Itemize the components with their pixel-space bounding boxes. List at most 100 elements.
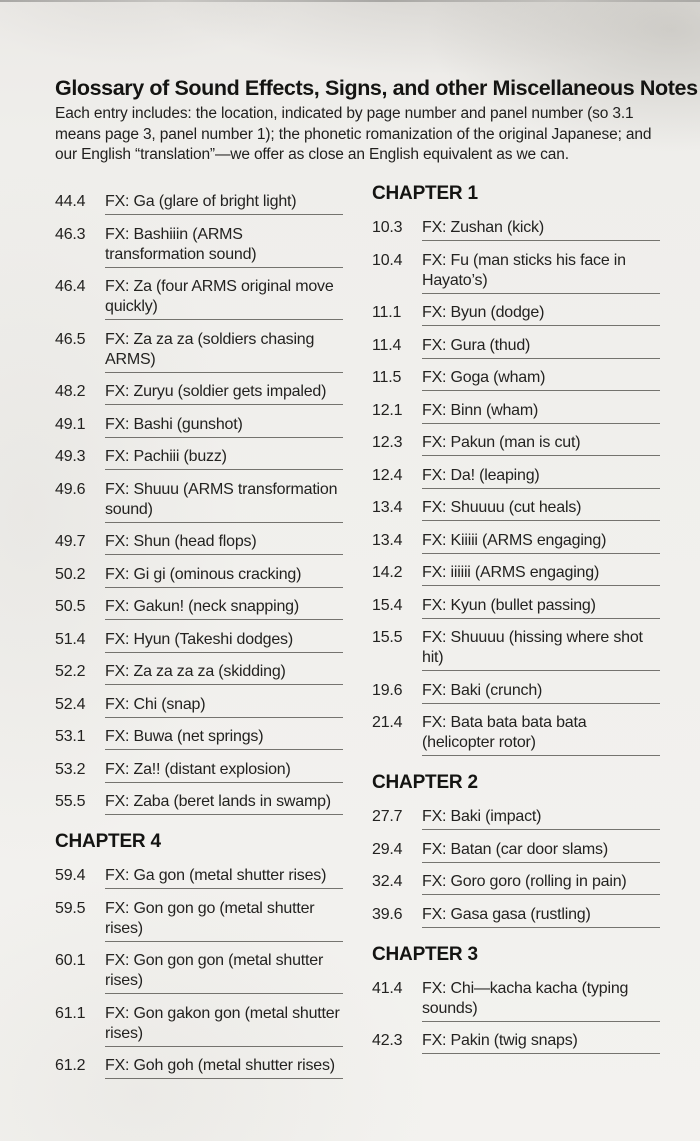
entry-row: 50.2 FX: Gi gi (ominous cracking) — [55, 565, 343, 588]
entry-fx: FX: Buwa (net springs) — [105, 727, 343, 750]
entry-location: 59.5 — [55, 899, 86, 917]
entry-location: 61.2 — [55, 1057, 86, 1074]
entry-fx: FX: Goga (wham) — [422, 368, 660, 391]
entry-fx: FX: Gura (thud) — [422, 336, 660, 359]
entry-row: 55.5 FX: Zaba (beret lands in swamp) — [55, 792, 343, 815]
entry-fx: FX: Bata bata bata bata (helicopter roto… — [422, 713, 660, 756]
entry-fx: FX: Baki (impact) — [422, 807, 660, 830]
entry-row: 44.4 FX: Ga (glare of bright light) — [55, 192, 343, 215]
entry-fx: FX: Gon gon go (metal shutter rises) — [105, 899, 343, 942]
entry-fx: FX: Batan (car door slams) — [422, 840, 660, 863]
entry-location: 53.1 — [55, 728, 86, 745]
entry-row: 48.2 FX: Zuryu (soldier gets impaled) — [55, 382, 343, 405]
entry-row: 50.5 FX: Gakun! (neck snapping) — [55, 597, 343, 620]
entry-location: 42.3 — [372, 1032, 403, 1049]
entry-fx: FX: Pakun (man is cut) — [422, 433, 660, 456]
entry-row: 27.7 FX: Baki (impact) — [372, 807, 660, 830]
entry-row: 29.4 FX: Batan (car door slams) — [372, 840, 660, 863]
entry-row: 15.4 FX: Kyun (bullet passing) — [372, 596, 660, 619]
entry-location: 32.4 — [372, 873, 403, 890]
entry-location: 55.5 — [55, 793, 86, 810]
entry-fx: FX: Fu (man sticks his face in Hayato’s) — [422, 251, 660, 294]
entry-fx: FX: Bashi (gunshot) — [105, 415, 343, 438]
entry-row: 13.4 FX: Kiiiii (ARMS engaging) — [372, 531, 660, 554]
entry-row: 39.6 FX: Gasa gasa (rustling) — [372, 905, 660, 928]
entry-row: 60.1 FX: Gon gon gon (metal shutter rises… — [55, 951, 343, 994]
entry-row: 52.4 FX: Chi (snap) — [55, 695, 343, 718]
entry-row: 12.4 FX: Da! (leaping) — [372, 466, 660, 489]
entry-fx: FX: Shuuuu (hissing where shot hit) — [422, 628, 660, 671]
entry-row: 49.6 FX: Shuuu (ARMS transformation sound… — [55, 480, 343, 523]
entry-row: 59.4 FX: Ga gon (metal shutter rises) — [55, 866, 343, 889]
entry-row: 49.1 FX: Bashi (gunshot) — [55, 415, 343, 438]
entry-location: 14.2 — [372, 564, 403, 581]
entry-fx: FX: Gi gi (ominous cracking) — [105, 565, 343, 588]
page-title: Glossary of Sound Effects, Signs, and ot… — [55, 76, 698, 100]
entry-fx: FX: Ga (glare of bright light) — [105, 192, 343, 215]
entry-fx: FX: Pachiii (buzz) — [105, 447, 343, 470]
entry-row: 11.5 FX: Goga (wham) — [372, 368, 660, 391]
entry-fx: FX: Zaba (beret lands in swamp) — [105, 792, 343, 815]
page-intro: Each entry includes: the location, indic… — [55, 105, 652, 163]
entry-row: 49.3 FX: Pachiii (buzz) — [55, 447, 343, 470]
entry-row: 42.3 FX: Pakin (twig snaps) — [372, 1031, 660, 1054]
entry-row: 11.4 FX: Gura (thud) — [372, 336, 660, 359]
entry-location: 11.4 — [372, 336, 402, 354]
entry-location: 49.3 — [55, 448, 86, 465]
entry-row: 11.1 FX: Byun (dodge) — [372, 303, 660, 326]
entry-fx: FX: Za za za za (skidding) — [105, 662, 343, 685]
entry-location: 49.1 — [55, 415, 86, 433]
entry-row: 46.3 FX: Bashiiin (ARMS transformation so… — [55, 225, 343, 268]
entry-location: 29.4 — [372, 840, 403, 858]
entry-fx: FX: Chi (snap) — [105, 695, 343, 718]
entry-fx: FX: Kyun (bullet passing) — [422, 596, 660, 619]
entry-fx: FX: Za!! (distant explosion) — [105, 760, 343, 783]
entry-location: 49.6 — [55, 480, 86, 498]
chapter-header: CHAPTER 4 — [55, 831, 161, 852]
entry-row: 59.5 FX: Gon gon go (metal shutter rises) — [55, 899, 343, 942]
entry-location: 12.3 — [372, 434, 403, 451]
entry-fx: FX: Goro goro (rolling in pain) — [422, 872, 660, 895]
entry-row: 10.3 FX: Zushan (kick) — [372, 218, 660, 241]
entry-fx: FX: Da! (leaping) — [422, 466, 660, 489]
entry-row: 14.2 FX: iiiiii (ARMS engaging) — [372, 563, 660, 586]
entry-location: 13.4 — [372, 531, 403, 549]
entry-row: 15.5 FX: Shuuuu (hissing where shot hit) — [372, 628, 660, 671]
entry-location: 48.2 — [55, 383, 86, 400]
entry-fx: FX: Pakin (twig snaps) — [422, 1031, 660, 1054]
entry-row: 61.2 FX: Goh goh (metal shutter rises) — [55, 1056, 343, 1079]
entry-location: 50.2 — [55, 565, 86, 583]
chapter-header: CHAPTER 2 — [372, 772, 478, 793]
entry-location: 10.4 — [372, 251, 403, 269]
entry-fx: FX: Baki (crunch) — [422, 681, 660, 704]
entry-row: 49.7 FX: Shun (head flops) — [55, 532, 343, 555]
glossary-right-column: CHAPTER 1 10.3 FX: Zushan (kick) 10.4 FX: Fu… — [372, 183, 660, 1064]
entry-row: 53.2 FX: Za!! (distant explosion) — [55, 760, 343, 783]
entry-location: 15.4 — [372, 596, 403, 614]
chapter-header: CHAPTER 1 — [372, 183, 478, 204]
entry-row: 51.4 FX: Hyun (Takeshi dodges) — [55, 630, 343, 653]
entry-fx: FX: Shun (head flops) — [105, 532, 343, 555]
entry-row: 46.5 FX: Za za za (soldiers chasing ARMS) — [55, 330, 343, 373]
entry-location: 53.2 — [55, 760, 86, 778]
entry-fx: FX: Zushan (kick) — [422, 218, 660, 241]
scan-edge-artifact — [0, 0, 700, 2]
entry-location: 50.5 — [55, 598, 86, 615]
entry-row: 53.1 FX: Buwa (net springs) — [55, 727, 343, 750]
entry-location: 19.6 — [372, 681, 403, 699]
entry-row: 19.6 FX: Baki (crunch) — [372, 681, 660, 704]
entry-location: 27.7 — [372, 808, 403, 825]
entry-row: 12.1 FX: Binn (wham) — [372, 401, 660, 424]
entry-fx: FX: Za za za (soldiers chasing ARMS) — [105, 330, 343, 373]
entry-row: 46.4 FX: Za (four ARMS original move quic… — [55, 277, 343, 320]
entry-fx: FX: Bashiiin (ARMS transformation sound) — [105, 225, 343, 268]
entry-fx: FX: Binn (wham) — [422, 401, 660, 424]
entry-fx: FX: Gakun! (neck snapping) — [105, 597, 343, 620]
entry-location: 10.3 — [372, 219, 403, 236]
entry-location: 15.5 — [372, 629, 403, 646]
entry-location: 51.4 — [55, 630, 86, 648]
entry-location: 46.5 — [55, 330, 86, 348]
entry-location: 60.1 — [55, 952, 86, 969]
entry-location: 49.7 — [55, 533, 86, 550]
glossary-header: Glossary of Sound Effects, Signs, and ot… — [55, 76, 698, 166]
